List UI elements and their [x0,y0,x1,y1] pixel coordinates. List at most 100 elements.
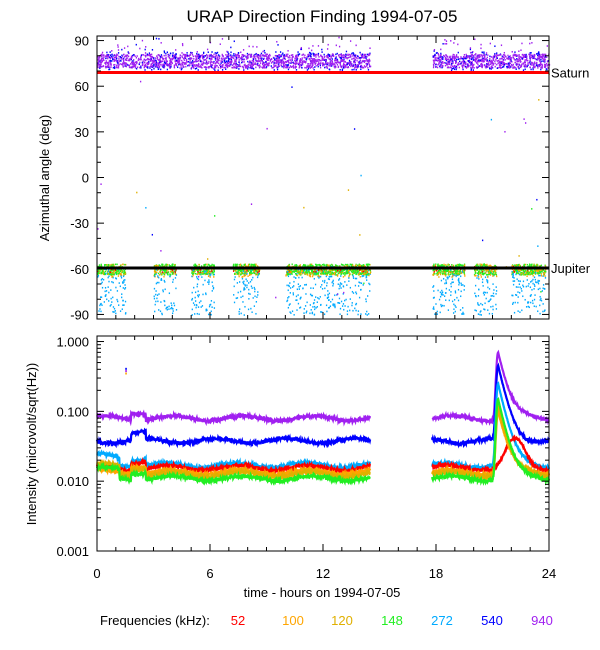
direction-point [198,273,200,275]
direction-point [329,62,331,65]
direction-point [229,61,231,64]
direction-point [327,43,329,46]
direction-point [301,66,303,69]
direction-point [145,46,147,48]
direction-point [476,60,479,62]
direction-point [365,274,367,277]
direction-point [124,65,126,67]
direction-point [190,57,192,59]
direction-point [318,277,320,279]
direction-point [469,48,472,51]
direction-point [108,63,110,66]
direction-point [531,57,534,60]
direction-point [210,55,212,57]
direction-point [125,263,127,266]
direction-point [254,53,256,56]
direction-point [101,304,103,307]
direction-point [258,270,260,272]
direction-point [355,291,357,294]
direction-point [249,280,252,283]
direction-point [158,293,160,295]
direction-point [543,54,545,57]
direction-point [490,63,492,65]
direction-point [221,65,224,67]
direction-point [346,263,349,266]
direction-point [108,275,110,278]
direction-point [321,284,323,286]
direction-point [163,51,166,54]
direction-point [171,312,174,315]
direction-point [99,67,101,70]
direction-point [204,270,206,272]
direction-point [230,54,232,56]
direction-point [211,51,213,53]
direction-point [196,58,198,60]
direction-point [176,56,178,59]
direction-point [214,66,217,69]
direction-point [260,58,263,61]
direction-point [196,285,198,288]
direction-point [236,56,238,59]
direction-point [310,61,312,64]
direction-point [347,54,349,57]
direction-point [354,269,357,272]
direction-point [472,51,474,53]
direction-point [233,285,235,288]
direction-point [160,277,163,280]
direction-point [484,65,486,68]
direction-point [186,61,188,63]
direction-point [528,53,530,56]
direction-point [448,60,450,63]
direction-point [508,63,510,65]
direction-point [214,65,216,67]
direction-point [343,264,345,266]
direction-point [103,54,105,56]
direction-point [436,51,438,54]
direction-point [163,269,165,271]
direction-point [177,58,180,61]
direction-point [361,56,364,59]
direction-point [295,270,297,272]
direction-point [155,61,158,63]
direction-point [463,56,465,59]
direction-point [179,67,181,69]
direction-point [364,269,366,272]
direction-point [323,59,325,61]
direction-point [109,270,111,272]
direction-point [109,271,111,274]
direction-point [306,271,308,274]
direction-point [535,64,538,67]
direction-point [303,269,306,272]
direction-point [365,273,367,276]
direction-point [132,60,134,62]
direction-point [290,312,292,314]
direction-point [185,63,187,65]
direction-point [295,264,297,266]
direction-point [204,269,206,271]
direction-point [360,57,362,59]
direction-point [119,270,122,273]
direction-point [447,277,449,280]
direction-point [295,299,297,301]
direction-point [286,284,288,287]
direction-point [329,273,331,276]
direction-point [202,54,204,56]
direction-point [242,301,244,303]
direction-point [143,58,145,61]
direction-point [300,48,302,51]
direction-point [124,279,126,281]
direction-point [159,59,162,62]
direction-point [319,296,321,298]
direction-point [115,273,118,276]
direction-point [171,306,173,309]
direction-point [143,61,145,64]
direction-point [118,282,120,284]
direction-point [122,64,124,67]
direction-point [249,60,251,62]
direction-point [197,271,199,273]
direction-point [304,284,306,286]
direction-point [155,273,157,275]
direction-point [319,265,322,267]
direction-point [529,55,531,58]
direction-point [300,46,302,49]
